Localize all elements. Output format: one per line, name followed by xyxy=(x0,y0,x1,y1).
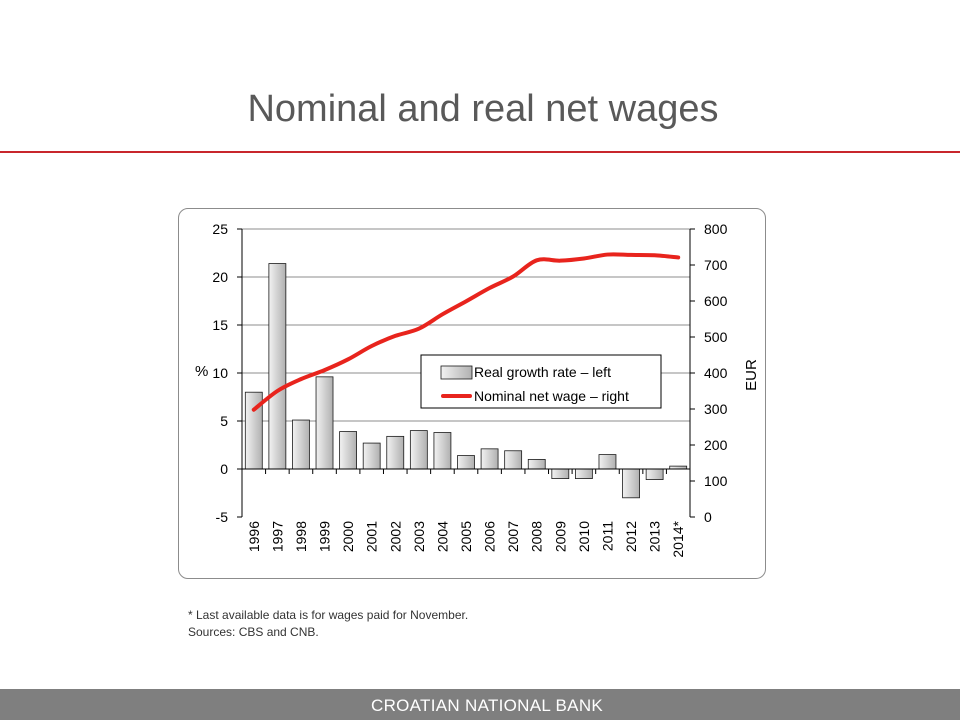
category-label: 2001 xyxy=(364,521,380,552)
nominal-wage-line xyxy=(251,252,681,412)
right-axis-title: EUR xyxy=(743,359,760,391)
legend-box xyxy=(420,354,662,409)
left-tick-label: 20 xyxy=(212,269,228,285)
legend-bar-label: Real growth rate – left xyxy=(474,364,611,380)
bar-2007 xyxy=(504,450,523,470)
bar-2010 xyxy=(575,468,593,480)
category-label: 2014* xyxy=(670,520,686,557)
category-label: 2005 xyxy=(458,521,474,552)
left-tick-label: 10 xyxy=(212,365,228,381)
left-tick-label: 5 xyxy=(220,413,228,429)
slide-title: Nominal and real net wages xyxy=(247,88,719,130)
right-tick-label: 500 xyxy=(704,329,728,345)
right-tick-label: 700 xyxy=(704,257,728,273)
bar-2003 xyxy=(409,430,428,470)
category-label: 2011 xyxy=(599,521,615,551)
bar-2002 xyxy=(386,435,405,470)
bar-2000 xyxy=(339,431,357,470)
title-divider xyxy=(0,151,960,153)
right-tick-label: 0 xyxy=(704,509,712,525)
left-tick-label: 15 xyxy=(212,317,228,333)
bar-1997 xyxy=(268,263,287,470)
left-tick-label: 25 xyxy=(212,221,228,237)
category-label: 2010 xyxy=(576,521,592,552)
bar-2005 xyxy=(457,455,475,470)
right-tick-label: 300 xyxy=(704,401,728,417)
footer-bar: CROATIAN NATIONAL BANK xyxy=(0,689,960,720)
bar-1998 xyxy=(292,419,310,470)
right-tick-label: 800 xyxy=(704,221,728,237)
right-tick-label: 400 xyxy=(704,365,728,381)
bar-2001 xyxy=(362,442,381,470)
footer-label: CROATIAN NATIONAL BANK xyxy=(371,696,604,715)
footnote: * Last available data is for wages paid … xyxy=(188,608,469,622)
legend-bar-swatch xyxy=(440,365,473,380)
category-label: 2009 xyxy=(552,521,568,552)
wages-chart: -5 0 5 10 15 20 25 0 100 200 300 400 500 600 700 800 199… xyxy=(195,221,760,558)
category-label: 1998 xyxy=(293,521,309,552)
category-label: 2007 xyxy=(505,521,521,552)
right-tick-label: 200 xyxy=(704,437,728,453)
left-tick-label: 0 xyxy=(220,461,228,477)
bar-2008 xyxy=(527,458,546,470)
bar-2009 xyxy=(551,468,570,480)
bar-2006 xyxy=(480,448,499,470)
right-tick-label: 100 xyxy=(704,473,728,489)
left-axis-title: % xyxy=(195,363,208,380)
category-label: 1999 xyxy=(317,521,333,552)
bar-2004 xyxy=(433,432,452,470)
right-tick-label: 600 xyxy=(704,293,728,309)
category-label: 2002 xyxy=(387,521,403,552)
category-label: 2004 xyxy=(434,521,450,552)
category-label: 2006 xyxy=(482,521,498,552)
legend-line-label: Nominal net wage – right xyxy=(474,388,629,404)
left-tick-label: -5 xyxy=(216,509,229,525)
category-label: 1997 xyxy=(269,521,285,552)
chart-frame: -5 0 5 10 15 20 25 0 100 200 300 400 500 600 700 800 199… xyxy=(178,208,766,579)
category-label: 2000 xyxy=(340,521,356,552)
category-label: 2003 xyxy=(411,521,427,552)
bar-2013 xyxy=(645,468,664,480)
category-label: 2012 xyxy=(623,521,639,552)
category-label: 2013 xyxy=(647,521,663,552)
sources-note: Sources: CBS and CNB. xyxy=(188,625,319,639)
category-label: 2008 xyxy=(529,521,545,552)
bar-2011 xyxy=(598,454,617,470)
category-label: 1996 xyxy=(246,521,262,552)
bar-1999 xyxy=(315,376,334,470)
bar-2012 xyxy=(622,468,640,499)
